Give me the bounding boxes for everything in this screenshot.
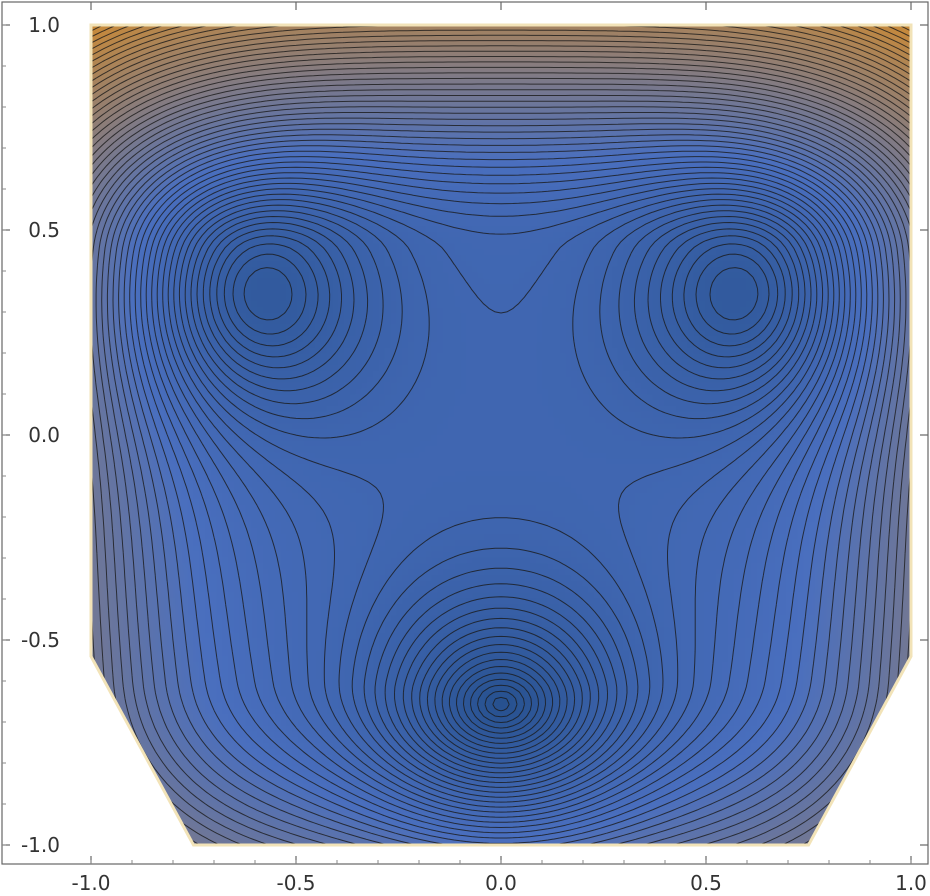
contour-line [95,117,907,845]
x-tick-label: -1.0 [71,871,110,895]
contour-line [101,123,901,845]
contour-line [184,204,818,793]
contour-line [91,61,911,845]
contour-line [243,267,759,754]
contour-line [91,56,911,845]
x-tick-label: 0.0 [485,871,517,895]
contour-line [448,659,554,744]
contour-line [145,166,857,828]
contour-line [162,182,840,813]
contour-line [112,134,890,845]
y-tick-label: -0.5 [21,628,60,652]
contour-fill [91,25,911,845]
contour-line [470,678,532,729]
contour-line [456,666,546,739]
contour-line [106,128,896,845]
x-axis: -1.0 -0.5 0.0 0.5 1.0 [71,2,927,895]
contour-line [190,210,812,788]
contour-line [232,253,770,759]
y-tick-label: 1.0 [28,13,60,37]
domain-boundary [89,23,913,847]
contour-line [167,188,835,808]
contour-line [151,172,851,823]
contour-line [118,139,884,845]
contour-line [477,684,525,723]
contour-line [463,672,539,734]
contour-line [91,40,911,110]
plot-frame [1,1,929,865]
contour-line [196,216,806,783]
contour-line [484,690,518,718]
contour-line [129,150,873,844]
contour-line [178,199,824,798]
contour-line [223,243,779,764]
contour-line [91,25,911,76]
x-tick-label: 0.5 [690,871,722,895]
contour-line [173,193,829,803]
contour-line [209,228,793,774]
y-tick-label: -1.0 [21,833,60,857]
contour-line [441,651,561,749]
y-tick-label: 0.5 [28,218,60,242]
contour-line [156,177,846,818]
contour-line [216,235,786,769]
contour-line [91,29,911,96]
contour-line [91,34,911,103]
contour-line [140,161,862,834]
x-tick-label: 1.0 [895,871,927,895]
contour-line [202,222,800,779]
contour-line [134,156,868,839]
contour-line [123,145,879,845]
contour-line [91,50,911,845]
contour-line [91,45,911,117]
y-tick-label: 0.0 [28,423,60,447]
contour-line [492,696,510,712]
x-tick-label: -0.5 [276,871,315,895]
y-axis: 1.0 0.5 0.0 -0.5 -1.0 [2,13,928,857]
